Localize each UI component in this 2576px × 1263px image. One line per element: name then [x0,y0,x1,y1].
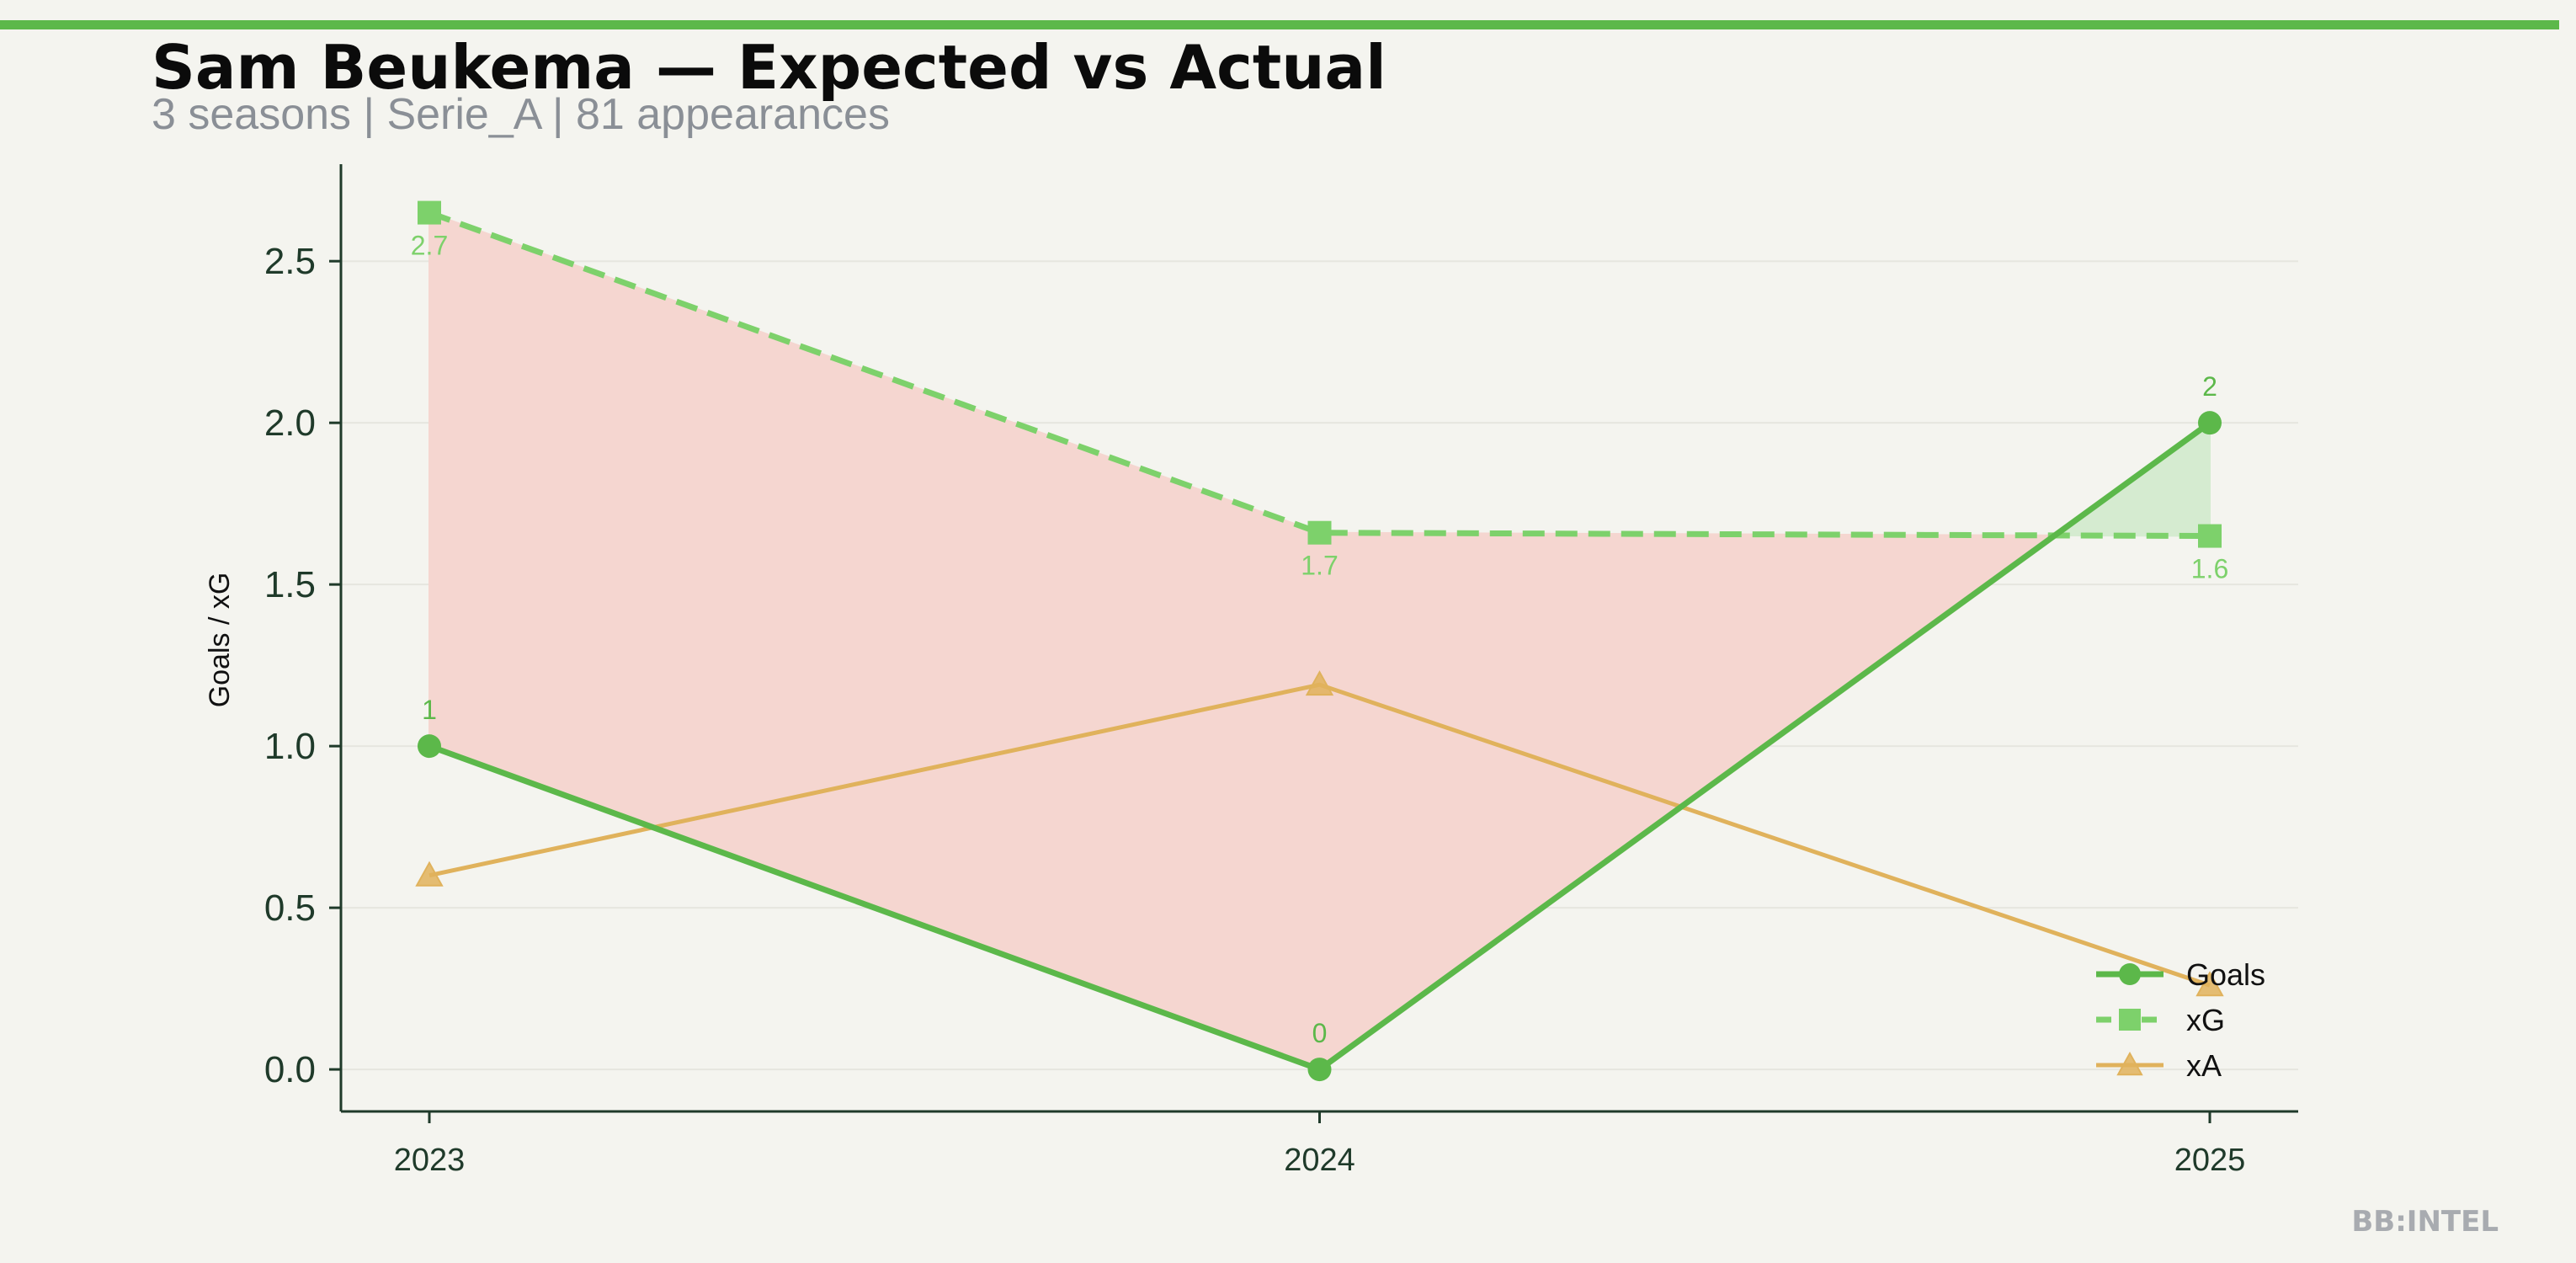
y-tick-label: 0.0 [264,1049,316,1090]
watermark: BB:INTEL [2351,1205,2499,1239]
data-labels: 1 0 2 2.7 1.7 1.6 [411,231,2228,1048]
legend-marker [2119,963,2141,985]
xa-marker [1305,670,1334,696]
goals-marker [418,734,441,759]
goals-data-label: 0 [1312,1018,1328,1048]
xg-marker [1307,520,1332,545]
xa-marker [2195,971,2224,997]
legend-item-xa: xA [2096,1048,2222,1083]
x-tick-label: 2025 [2174,1143,2246,1178]
xg-data-label: 1.7 [1301,551,1338,581]
y-axis-label: Goals / xG [204,573,236,708]
legend-label: Goals [2186,957,2265,992]
x-ticks: 2023 2024 2025 [394,1111,2246,1178]
goals-marker [2198,411,2222,435]
y-ticks: 0.0 0.5 1.0 1.5 2.0 2.5 [264,241,341,1090]
legend-item-goals: Goals [2096,957,2265,992]
underperformance-area [428,211,1321,1071]
x-tick-label: 2024 [1284,1143,1355,1178]
legend-marker [2116,1051,2143,1076]
xg-line [428,210,2211,540]
x-tick-label: 2023 [394,1143,466,1178]
xg-marker [418,200,441,225]
xg-data-label: 2.7 [411,231,448,261]
performance-fill [428,211,2211,1072]
y-tick-label: 2.5 [264,241,316,282]
goals-data-label: 1 [422,695,437,725]
goals-marker [1307,1058,1332,1082]
y-tick-label: 1.5 [264,564,316,605]
legend: Goals xG xA [2096,957,2265,1083]
y-tick-label: 1.0 [264,726,316,767]
legend-marker [2119,1009,2141,1031]
xa-marker [415,861,444,887]
chart-title: Sam Beukema — Expected vs Actual [152,32,1386,103]
xg-marker [2198,524,2222,548]
chart-subtitle: 3 seasons | Serie_A | 81 appearances [152,90,890,139]
y-tick-label: 2.0 [264,402,316,444]
xg-data-label: 1.6 [2191,554,2228,584]
legend-label: xG [2186,1003,2225,1037]
y-tick-label: 0.5 [264,887,316,929]
legend-label: xA [2186,1048,2222,1083]
series-markers [415,200,2224,1082]
goals-data-label: 2 [2202,371,2217,402]
legend-item-xg: xG [2096,1003,2225,1037]
accent-bar [0,20,2559,29]
